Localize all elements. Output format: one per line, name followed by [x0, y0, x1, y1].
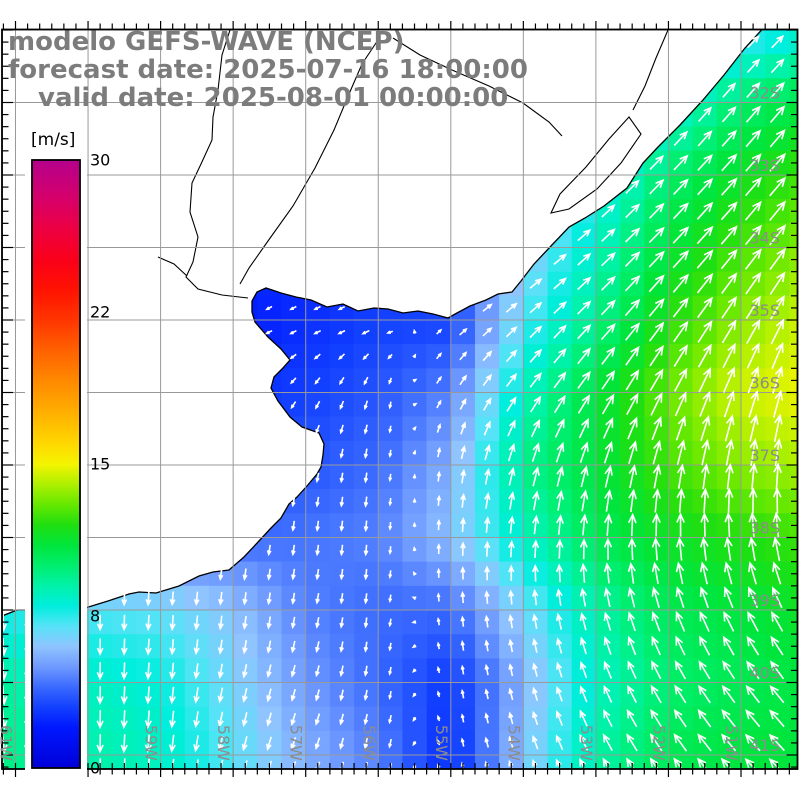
model-title: modelo GEFS-WAVE (NCEP) [8, 27, 405, 57]
river-line [632, 29, 669, 111]
wave-direction-arrows [2, 34, 787, 769]
colorbar-tick-label: 8 [90, 607, 100, 626]
lon-label: 57W [287, 725, 306, 761]
axis-labels: 32S33S34S35S36S37S38S39S40S41S61W60W59W5… [0, 84, 780, 762]
lon-label: 51W [722, 725, 741, 761]
map-frame [1, 21, 799, 777]
lat-label: 39S [749, 591, 780, 610]
lon-label: 54W [504, 725, 523, 761]
lon-label: 52W [649, 725, 668, 761]
coastline [2, 29, 763, 617]
lon-label: 53W [577, 725, 596, 761]
river-line [185, 29, 249, 299]
lat-label: 32S [749, 84, 780, 103]
colorbar-tick-label: 15 [90, 455, 110, 474]
colorbar-tick-label: 30 [90, 151, 110, 170]
lon-label: 61W [0, 725, 16, 761]
valid-date-line: valid date: 2025-08-01 00:00:00 [38, 83, 509, 113]
forecast-date-line: forecast date: 2025-07-16 18:00:00 [8, 55, 528, 85]
lat-label: 33S [749, 156, 780, 175]
lon-label: 58W [214, 725, 233, 761]
lat-label: 40S [749, 664, 780, 683]
lat-label: 37S [749, 446, 780, 465]
lat-label: 34S [749, 229, 780, 248]
colorbar-unit-label: [m/s] [31, 130, 76, 150]
river-line [392, 37, 563, 137]
graticule-layer [2, 29, 798, 769]
river-line [239, 39, 379, 285]
river-line [157, 256, 188, 277]
lon-label: 56W [359, 725, 378, 761]
lat-label: 38S [749, 519, 780, 538]
colorbar: 30 22 15 8 0 [25, 151, 110, 781]
lat-label: 35S [749, 301, 780, 320]
lon-label: 55W [432, 725, 451, 761]
colorbar-tick-label: 22 [90, 303, 110, 322]
colorbar-tick-label: 0 [90, 759, 100, 778]
lat-label: 36S [749, 374, 780, 393]
lon-label: 59W [142, 725, 161, 761]
lat-label: 41S [749, 736, 780, 755]
